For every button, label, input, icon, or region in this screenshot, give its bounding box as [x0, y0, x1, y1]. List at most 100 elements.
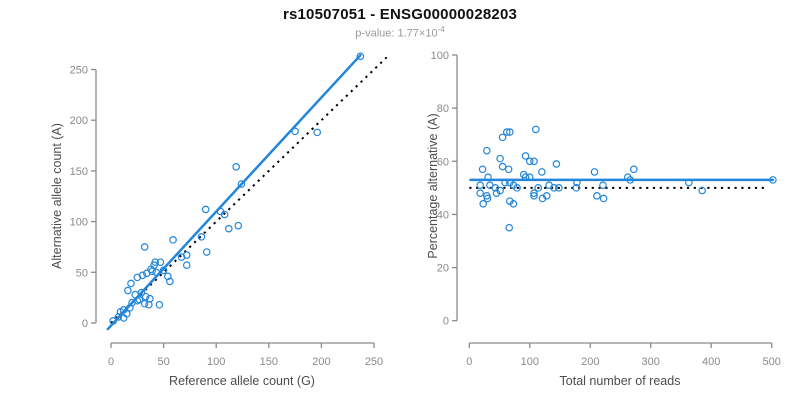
data-point	[599, 194, 608, 203]
x-tick-label: 400	[702, 356, 720, 368]
data-point	[506, 128, 514, 136]
data-point	[685, 178, 693, 187]
data-point	[169, 236, 177, 244]
data-point	[197, 233, 206, 241]
y-tick-label: 100	[431, 50, 449, 62]
data-point	[138, 271, 147, 280]
data-point	[496, 186, 504, 195]
data-point	[501, 178, 509, 187]
data-point	[498, 162, 507, 171]
data-point	[509, 199, 518, 208]
data-point	[483, 194, 492, 203]
data-point	[483, 146, 491, 155]
x-tick-label: 0	[108, 356, 114, 368]
y-tick-label: 50	[76, 267, 88, 279]
data-point	[525, 157, 534, 166]
data-point	[484, 173, 492, 182]
data-point	[122, 310, 131, 318]
data-point	[630, 165, 638, 174]
x-tick-label: 100	[521, 356, 539, 368]
data-point	[182, 251, 191, 259]
data-point	[291, 127, 299, 136]
data-point	[234, 221, 243, 230]
data-point	[159, 266, 168, 275]
data-point	[124, 286, 132, 295]
data-point	[555, 184, 563, 192]
y-tick-label: 250	[70, 65, 88, 77]
data-point	[166, 277, 174, 286]
x-tick-label: 250	[365, 356, 383, 368]
left-plot-xlabel: Reference allele count (G)	[169, 374, 315, 388]
data-point	[496, 154, 504, 163]
identity-line	[110, 56, 388, 324]
data-point	[572, 184, 581, 192]
x-tick-label: 100	[207, 356, 225, 368]
data-point	[140, 299, 149, 308]
data-point	[521, 152, 530, 160]
x-tick-label: 300	[642, 356, 660, 368]
data-point	[538, 194, 547, 203]
x-tick-label: 200	[581, 356, 599, 368]
data-point	[155, 300, 164, 309]
x-tick-label: 50	[157, 356, 169, 368]
data-point	[538, 168, 546, 176]
data-point	[152, 268, 161, 277]
data-point	[530, 192, 538, 200]
p-value-exponent: -4	[437, 25, 445, 34]
data-point	[573, 178, 581, 187]
data-point	[599, 181, 607, 189]
y-tick-label: 20	[437, 263, 449, 275]
data-point	[225, 224, 233, 233]
data-point	[534, 184, 543, 192]
y-tick-label: 40	[437, 209, 449, 221]
y-tick-label: 200	[70, 115, 88, 127]
data-point	[146, 294, 154, 303]
data-point	[202, 248, 211, 256]
data-point	[504, 165, 513, 174]
data-point	[356, 52, 365, 61]
p-value-text: p-value: 1.77×10	[355, 27, 438, 40]
data-point	[141, 292, 150, 301]
data-point	[532, 125, 540, 134]
data-point	[626, 176, 634, 184]
data-point	[232, 163, 240, 171]
y-tick-label: 0	[82, 318, 88, 330]
fit-line	[106, 54, 362, 331]
data-point	[313, 128, 321, 137]
data-point	[498, 133, 507, 142]
data-point	[135, 295, 144, 304]
data-point	[769, 176, 777, 184]
x-tick-label: 150	[260, 356, 278, 368]
data-point	[220, 210, 229, 219]
data-point	[502, 128, 511, 136]
y-tick-label: 100	[70, 217, 88, 229]
data-point	[698, 186, 706, 195]
x-tick-label: 200	[312, 356, 330, 368]
y-tick-label: 0	[443, 316, 449, 328]
left-plot-ylabel: Alternative allele count (A)	[50, 123, 64, 269]
data-point	[476, 181, 484, 189]
data-point	[530, 189, 538, 197]
data-point	[182, 261, 191, 270]
data-point	[593, 192, 601, 200]
y-tick-label: 80	[437, 103, 449, 115]
y-tick-label: 150	[70, 166, 88, 178]
data-point	[513, 184, 521, 192]
data-point	[145, 300, 153, 309]
right-plot-ylabel: Percentage alternative (A)	[426, 113, 440, 259]
data-point	[151, 258, 159, 266]
x-tick-label: 0	[466, 356, 472, 368]
data-point	[550, 184, 558, 192]
p-value-label: p-value: 1.77×10-4	[0, 25, 800, 40]
data-point	[237, 180, 246, 188]
data-point	[201, 205, 210, 214]
data-point	[137, 288, 146, 297]
data-point	[590, 168, 599, 176]
data-point	[476, 189, 484, 197]
data-point	[525, 173, 534, 182]
data-point	[109, 317, 117, 325]
right-plot-xlabel: Total number of reads	[559, 374, 681, 388]
data-point	[521, 173, 530, 182]
